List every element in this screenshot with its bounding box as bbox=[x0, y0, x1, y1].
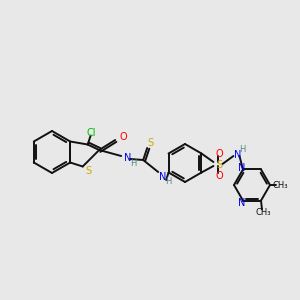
Text: N: N bbox=[160, 172, 167, 182]
Text: S: S bbox=[85, 166, 92, 176]
Text: O: O bbox=[119, 132, 127, 142]
Text: N: N bbox=[234, 150, 241, 160]
Text: O: O bbox=[216, 149, 223, 159]
Text: O: O bbox=[216, 171, 223, 181]
Text: N: N bbox=[238, 198, 246, 208]
Text: H: H bbox=[130, 158, 136, 167]
Text: Cl: Cl bbox=[87, 128, 96, 137]
Text: N: N bbox=[238, 164, 246, 173]
Text: CH₃: CH₃ bbox=[255, 208, 271, 217]
Text: H: H bbox=[239, 145, 246, 154]
Text: S: S bbox=[216, 160, 223, 170]
Text: N: N bbox=[124, 153, 132, 163]
Text: H: H bbox=[165, 178, 171, 187]
Text: S: S bbox=[147, 138, 153, 148]
Text: CH₃: CH₃ bbox=[272, 181, 288, 190]
